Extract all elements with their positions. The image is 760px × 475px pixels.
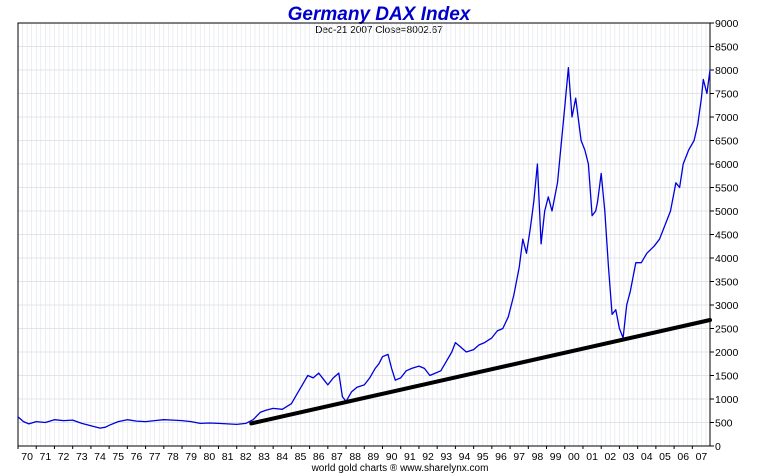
x-tick-label: 06	[677, 451, 689, 463]
y-tick-label: 1500	[715, 371, 739, 383]
x-tick-label: 82	[240, 451, 252, 463]
x-tick-label: 07	[696, 451, 708, 463]
x-tick-label: 01	[586, 451, 598, 463]
y-tick-label: 3500	[715, 277, 739, 289]
y-tick-label: 5000	[715, 206, 739, 218]
y-tick-label: 8000	[715, 65, 739, 77]
y-tick-label: 2500	[715, 324, 739, 336]
y-tick-label: 7500	[715, 89, 739, 101]
chart-subtitle: Dec-21 2007 Close=8002.67	[315, 25, 443, 36]
x-tick-label: 93	[440, 451, 452, 463]
x-tick-label: 88	[349, 451, 361, 463]
x-tick-label: 75	[112, 451, 124, 463]
x-tick-label: 03	[623, 451, 635, 463]
x-tick-label: 73	[76, 451, 88, 463]
x-tick-label: 92	[422, 451, 434, 463]
grid	[17, 22, 710, 447]
y-tick-label: 6000	[715, 159, 739, 171]
x-tick-label: 81	[222, 451, 234, 463]
x-tick-label: 00	[568, 451, 580, 463]
x-tick-label: 87	[331, 451, 343, 463]
x-tick-label: 70	[21, 451, 33, 463]
y-tick-label: 0	[715, 441, 721, 453]
x-tick-label: 71	[39, 451, 51, 463]
y-tick-label: 2000	[715, 347, 739, 359]
x-tick-label: 72	[58, 451, 70, 463]
chart-title: Germany DAX Index	[288, 4, 472, 25]
x-tick-label: 80	[204, 451, 216, 463]
y-tick-label: 8500	[715, 42, 739, 54]
x-tick-label: 78	[167, 451, 179, 463]
y-tick-label: 5500	[715, 183, 739, 195]
y-tick-label: 7000	[715, 112, 739, 124]
x-tick-label: 94	[459, 451, 471, 463]
x-tick-label: 79	[185, 451, 197, 463]
y-tick-label: 3000	[715, 300, 739, 312]
x-tick-label: 85	[295, 451, 307, 463]
y-tick-label: 9000	[715, 18, 739, 30]
x-tick-label: 96	[495, 451, 507, 463]
x-tick-label: 91	[404, 451, 416, 463]
chart-credit: world gold charts ® www.sharelynx.com	[311, 463, 489, 474]
x-tick-label: 95	[477, 451, 489, 463]
x-axis: 70 71 72 73 74 75 76 77 78 79 80 81 82 83 84 85 86 87 88 89…	[17, 446, 708, 463]
x-tick-label: 86	[313, 451, 325, 463]
series-group	[17, 66, 712, 429]
y-tick-label: 4500	[715, 230, 739, 242]
x-tick-label: 76	[131, 451, 143, 463]
y-tick-label: 1000	[715, 394, 739, 406]
x-tick-label: 90	[386, 451, 398, 463]
x-tick-label: 98	[532, 451, 544, 463]
x-tick-label: 99	[550, 451, 562, 463]
x-tick-label: 02	[604, 451, 616, 463]
x-tick-label: 84	[276, 451, 288, 463]
x-tick-label: 83	[258, 451, 270, 463]
x-tick-label: 05	[659, 451, 671, 463]
x-tick-label: 77	[149, 451, 161, 463]
x-tick-label: 97	[513, 451, 525, 463]
y-tick-label: 500	[715, 418, 733, 430]
y-tick-label: 4000	[715, 253, 739, 265]
trend-line	[249, 318, 712, 426]
x-tick-label: 04	[641, 451, 653, 463]
y-axis: 0 500 1000 1500 2000 2500 3000 3500 4000 4500 5000…	[710, 18, 739, 453]
y-tick-label: 6500	[715, 136, 739, 148]
dax-series-line	[17, 66, 711, 429]
x-tick-label: 74	[94, 451, 106, 463]
x-tick-label: 89	[368, 451, 380, 463]
